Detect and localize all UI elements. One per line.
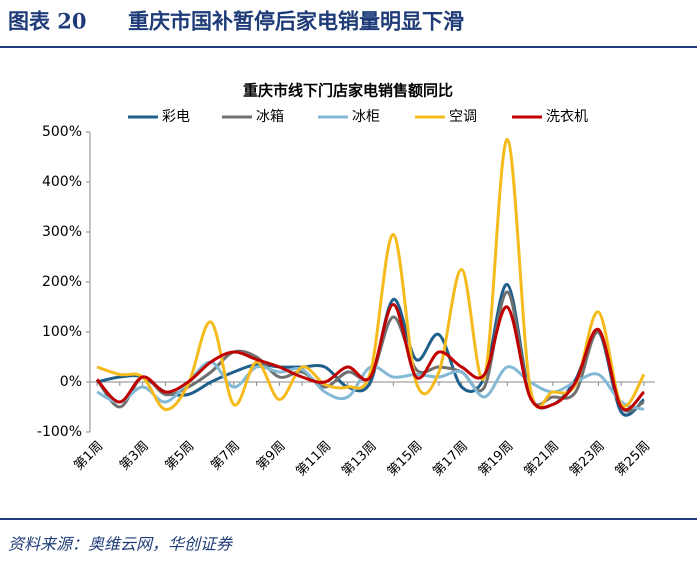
series-line [96,282,645,417]
x-tick-label: 第25周 [613,439,654,480]
x-tick-label: 第15周 [385,439,426,480]
figure-title: 重庆市国补暂停后家电销量明显下滑 [128,9,464,34]
y-tick-label: 200% [42,274,82,290]
legend-label: 空调 [449,109,477,125]
chart-title: 重庆市线下门店家电销售额同比 [243,82,453,100]
y-tick-label: 300% [42,224,82,240]
x-tick-label: 第3周 [117,439,152,474]
x-tick-label: 第7周 [208,439,243,474]
x-tick-label: 第1周 [71,439,106,474]
x-tick-label: 第11周 [294,439,335,480]
x-tick-label: 第5周 [163,439,198,474]
figure-label: 图表 20 [8,9,87,34]
x-tick-label: 第13周 [339,439,380,480]
legend-label: 冰柜 [352,109,380,125]
y-tick-label: 400% [42,174,82,190]
source: 资料来源：奥维云网，华创证券 [8,535,234,554]
series-line [95,303,646,411]
legend-label: 冰箱 [256,109,284,125]
x-tick-label: 第9周 [254,439,289,474]
y-tick-label: 0% [60,374,82,390]
x-tick-label: 第17周 [430,439,471,480]
x-tick-label: 第23周 [567,439,608,480]
x-tick-label: 第19周 [476,439,517,480]
x-tick-label: 第21周 [521,439,562,480]
y-tick-label: 500% [42,124,82,140]
series-line [96,137,646,412]
series-line [95,290,645,413]
y-tick-label: 100% [42,324,82,340]
legend-label: 洗衣机 [546,109,588,125]
legend-label: 彩电 [162,109,190,125]
y-tick-label: -100% [37,424,82,440]
